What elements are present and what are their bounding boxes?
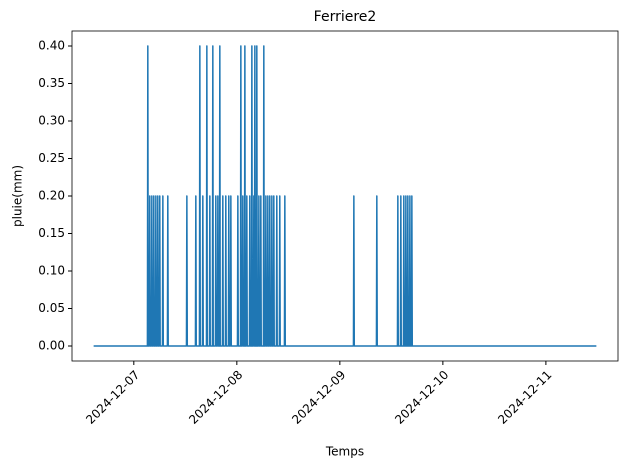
x-tick-label: 2024-12-09 xyxy=(289,368,348,427)
y-tick-label: 0.00 xyxy=(38,339,65,353)
y-tick-label: 0.10 xyxy=(38,264,65,278)
x-tick-label: 2024-12-11 xyxy=(495,368,554,427)
y-axis-label: pluie(mm) xyxy=(11,165,25,227)
x-tick-label: 2024-12-07 xyxy=(83,368,142,427)
y-tick-label: 0.40 xyxy=(38,39,65,53)
plot-frame xyxy=(71,30,619,362)
chart-title: Ferriere2 xyxy=(314,9,377,25)
x-tick-label: 2024-12-08 xyxy=(186,368,245,427)
y-tick-label: 0.15 xyxy=(38,226,65,240)
y-tick-label: 0.05 xyxy=(38,301,65,315)
y-tick-label: 0.20 xyxy=(38,189,65,203)
y-tick-label: 0.25 xyxy=(38,151,65,165)
x-tick-label: 2024-12-10 xyxy=(392,368,451,427)
x-axis-label: Temps xyxy=(325,445,364,459)
y-tick-label: 0.30 xyxy=(38,114,65,128)
data-line xyxy=(93,45,597,347)
y-tick-label: 0.35 xyxy=(38,76,65,90)
